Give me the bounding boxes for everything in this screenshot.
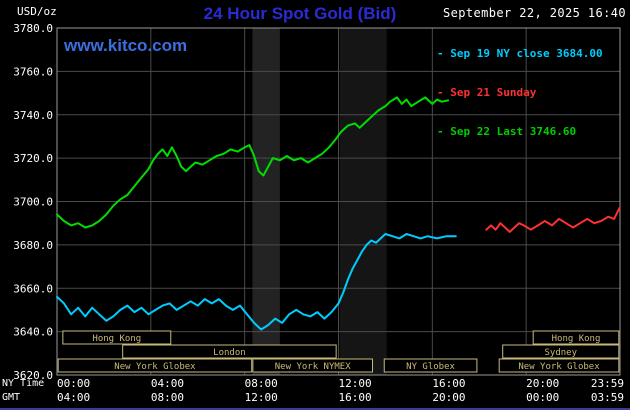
x-tick-label-nytime: 04:00	[151, 377, 184, 390]
legend-item-sep21-sunday: - Sep 21 Sunday	[437, 86, 537, 99]
session-label: Hong Kong	[552, 334, 601, 344]
y-tick-label: 3780.0	[13, 22, 53, 35]
session-label: New York NYMEX	[275, 362, 351, 372]
series-line-sep-22-last-3746-60	[56, 96, 450, 229]
datetime-label: September 22, 2025 16:40	[443, 6, 626, 20]
session-label: Hong Kong	[92, 334, 141, 344]
session-box-london	[122, 344, 337, 359]
session-box-new-york-globex	[498, 358, 620, 373]
y-tick-label: 3640.0	[13, 326, 53, 339]
session-box-sydney	[502, 344, 620, 359]
kitco-website-link[interactable]: www.kitco.com	[64, 36, 188, 55]
series-line-sep-21-sunday	[485, 207, 621, 233]
page-bottom-border	[0, 408, 630, 410]
session-label: NY Globex	[406, 362, 455, 372]
y-tick-label: 3680.0	[13, 239, 53, 252]
x-tick-label-gmt: 00:00	[526, 391, 559, 404]
x-tick-label-gmt: 03:59	[591, 391, 624, 404]
y-tick-label: 3720.0	[13, 152, 53, 165]
series-line-sep-19-ny-close-3684-00	[56, 233, 457, 331]
x-tick-label-nytime: 23:59	[591, 377, 624, 390]
x-tick-label-nytime: 12:00	[339, 377, 372, 390]
x-tick-label-nytime: 08:00	[245, 377, 278, 390]
x-tick-label-gmt: 08:00	[151, 391, 184, 404]
x-tick-label-nytime: 16:00	[432, 377, 465, 390]
x-tick-label-gmt: 16:00	[339, 391, 372, 404]
session-label: New York Globex	[518, 362, 600, 372]
session-box-hong-kong	[62, 330, 172, 345]
y-tick-label: 3660.0	[13, 282, 53, 295]
x-tick-label-nytime: 00:00	[57, 377, 90, 390]
y-axis-units-label: USD/oz	[17, 5, 57, 18]
session-box-new-york-nymex	[252, 358, 374, 373]
x-tick-label-gmt: 04:00	[57, 391, 90, 404]
session-label: New York Globex	[114, 362, 196, 372]
session-label: Sydney	[545, 348, 578, 358]
y-tick-label: 3740.0	[13, 109, 53, 122]
gmt-axis-label: GMT	[2, 392, 21, 403]
x-tick-label-gmt: 20:00	[432, 391, 465, 404]
chart-title: 24 Hour Spot Gold (Bid)	[203, 4, 397, 23]
ny-time-axis-label: NY Time	[2, 378, 45, 389]
session-box-hong-kong	[532, 330, 620, 345]
y-tick-label: 3700.0	[13, 196, 53, 209]
x-tick-label-nytime: 20:00	[526, 377, 559, 390]
plot-frame	[56, 27, 621, 376]
y-tick-label: 3760.0	[13, 65, 53, 78]
session-box-new-york-globex	[57, 358, 253, 373]
legend-item-sep22-last: - Sep 22 Last 3746.60	[437, 125, 577, 138]
legend: - Sep 19 NY close 3684.00 - Sep 21 Sunda…	[437, 21, 603, 164]
legend-item-sep19-close: - Sep 19 NY close 3684.00	[437, 47, 603, 60]
session-label: London	[213, 348, 246, 358]
y-tick-label: 3620.0	[13, 369, 53, 382]
x-tick-label-gmt: 12:00	[245, 391, 278, 404]
session-box-ny-globex	[383, 358, 478, 373]
